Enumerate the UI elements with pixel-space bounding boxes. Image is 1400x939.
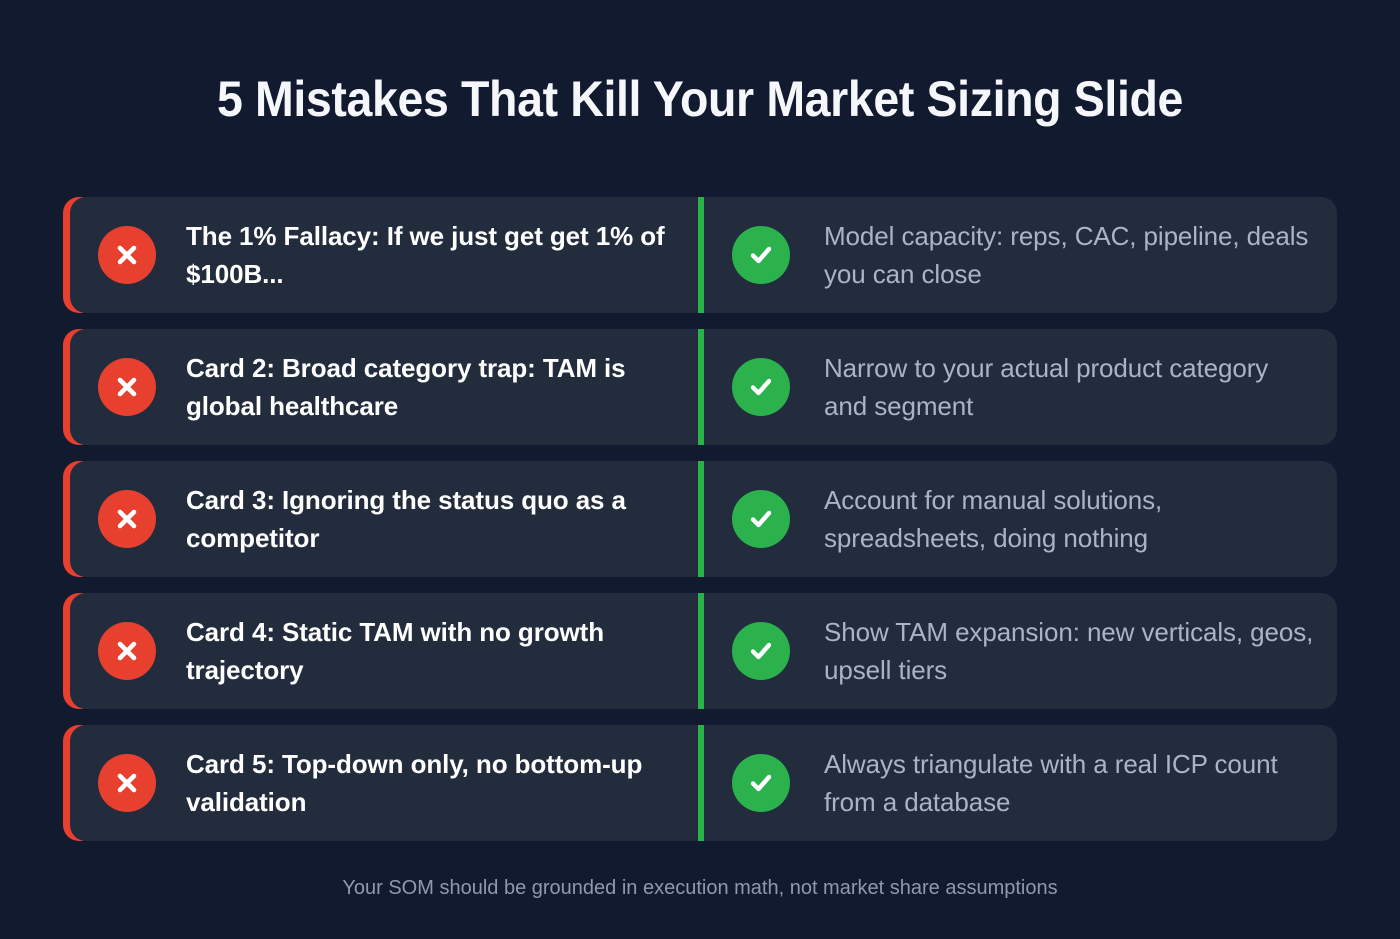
check-circle-icon [732, 358, 790, 416]
fix-column: Account for manual solutions, spreadshee… [704, 461, 1337, 577]
fix-column: Narrow to your actual product category a… [704, 329, 1337, 445]
green-divider [698, 461, 704, 577]
mistake-fix-list: The 1% Fallacy: If we just get get 1% of… [63, 197, 1337, 841]
list-item: Card 2: Broad category trap: TAM is glob… [63, 329, 1337, 445]
page-title: 5 Mistakes That Kill Your Market Sizing … [216, 71, 1184, 127]
list-item: Card 4: Static TAM with no growth trajec… [63, 593, 1337, 709]
list-item: Card 3: Ignoring the status quo as a com… [63, 461, 1337, 577]
mistake-column: Card 5: Top-down only, no bottom-up vali… [70, 725, 698, 841]
mistake-column: Card 4: Static TAM with no growth trajec… [70, 593, 698, 709]
mistake-text: Card 2: Broad category trap: TAM is glob… [186, 353, 626, 421]
card-body: The 1% Fallacy: If we just get get 1% of… [70, 197, 1337, 313]
fix-text: Narrow to your actual product category a… [824, 353, 1269, 421]
fix-text: Account for manual solutions, spreadshee… [824, 485, 1163, 553]
mistake-text: The 1% Fallacy: If we just get get 1% of… [186, 221, 665, 289]
fix-text: Always triangulate with a real ICP count… [824, 749, 1278, 817]
mistake-text: Card 3: Ignoring the status quo as a com… [186, 485, 626, 553]
fix-column: Model capacity: reps, CAC, pipeline, dea… [704, 197, 1337, 313]
fix-column: Show TAM expansion: new verticals, geos,… [704, 593, 1337, 709]
card-body: Card 2: Broad category trap: TAM is glob… [70, 329, 1337, 445]
x-circle-icon [98, 490, 156, 548]
fix-text: Show TAM expansion: new verticals, geos,… [824, 617, 1314, 685]
mistake-column: Card 3: Ignoring the status quo as a com… [70, 461, 698, 577]
green-divider [698, 725, 704, 841]
check-circle-icon [732, 226, 790, 284]
check-circle-icon [732, 490, 790, 548]
card-body: Card 4: Static TAM with no growth trajec… [70, 593, 1337, 709]
fix-text: Model capacity: reps, CAC, pipeline, dea… [824, 221, 1309, 289]
green-divider [698, 329, 704, 445]
mistake-column: Card 2: Broad category trap: TAM is glob… [70, 329, 698, 445]
check-circle-icon [732, 754, 790, 812]
green-divider [698, 593, 704, 709]
mistake-text: Card 5: Top-down only, no bottom-up vali… [186, 749, 643, 817]
x-circle-icon [98, 622, 156, 680]
mistake-text: Card 4: Static TAM with no growth trajec… [186, 617, 604, 685]
list-item: Card 5: Top-down only, no bottom-up vali… [63, 725, 1337, 841]
x-circle-icon [98, 226, 156, 284]
check-circle-icon [732, 622, 790, 680]
mistake-column: The 1% Fallacy: If we just get get 1% of… [70, 197, 698, 313]
green-divider [698, 197, 704, 313]
x-circle-icon [98, 754, 156, 812]
fix-column: Always triangulate with a real ICP count… [704, 725, 1337, 841]
x-circle-icon [98, 358, 156, 416]
footer-caption: Your SOM should be grounded in execution… [342, 877, 1058, 899]
list-item: The 1% Fallacy: If we just get get 1% of… [63, 197, 1337, 313]
card-body: Card 5: Top-down only, no bottom-up vali… [70, 725, 1337, 841]
card-body: Card 3: Ignoring the status quo as a com… [70, 461, 1337, 577]
